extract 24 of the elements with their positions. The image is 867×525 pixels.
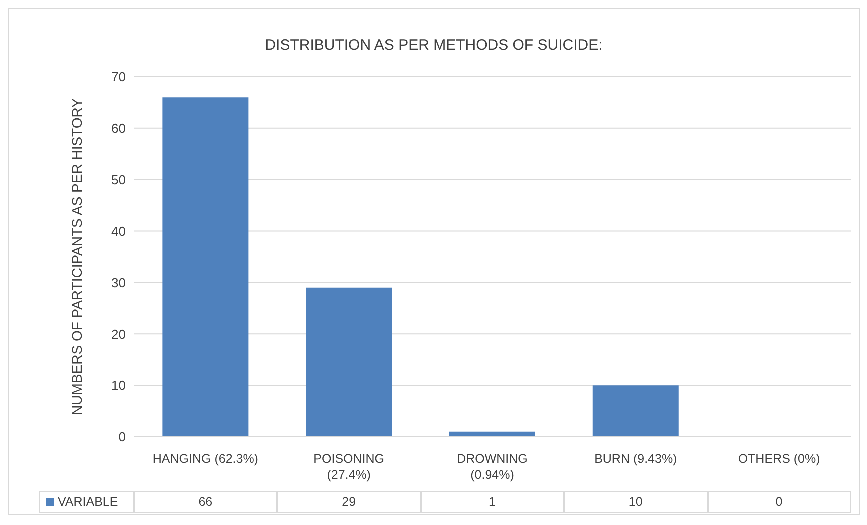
y-tick-label: 40 (112, 224, 126, 239)
data-label: 0 (708, 491, 851, 513)
data-label: 29 (277, 491, 421, 513)
y-tick-label: 20 (112, 326, 126, 342)
y-tick-label: 30 (112, 275, 126, 290)
y-tick-label: 70 (112, 70, 126, 85)
x-tick-label: POISONING (27.4%) (314, 452, 385, 482)
x-tick-label: BURN (9.43%) (594, 452, 678, 466)
data-label: 10 (564, 491, 708, 513)
data-label: 66 (134, 491, 278, 513)
x-tick-label: DROWNING (0.94%) (457, 452, 528, 482)
x-tick-label: OTHERS (0%) (738, 452, 820, 466)
x-tick-label: HANGING (62.3%) (152, 452, 258, 466)
bar (592, 386, 679, 437)
chart-title: DISTRIBUTION AS PER METHODS OF SUICIDE: (264, 36, 604, 56)
data-label: 1 (420, 491, 564, 513)
bar (162, 98, 249, 437)
y-tick-label: 60 (112, 121, 126, 136)
y-tick-label: 10 (112, 378, 126, 394)
legend-label: VARIABLE (58, 495, 118, 509)
bar (306, 288, 392, 437)
y-tick-label: 50 (112, 172, 126, 188)
y-tick-label: 0 (118, 430, 126, 445)
y-axis-title: NUMBERS OF PARTICIPANTS AS PER HISTORY (68, 98, 85, 416)
